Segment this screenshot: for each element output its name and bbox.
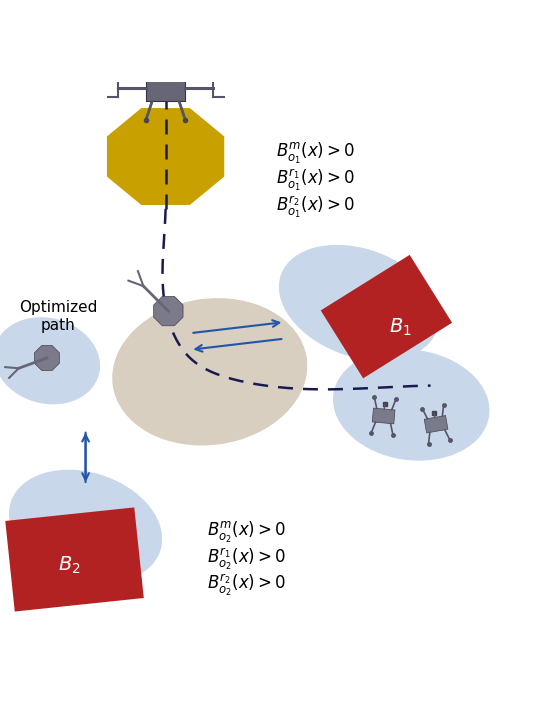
Polygon shape [107, 108, 224, 205]
Text: $B_{o_1}^{r_2}(x) > 0$: $B_{o_1}^{r_2}(x) > 0$ [276, 194, 355, 220]
Polygon shape [34, 346, 60, 370]
Polygon shape [372, 408, 395, 424]
Ellipse shape [0, 317, 100, 405]
Text: Optimized
path: Optimized path [19, 301, 97, 333]
Polygon shape [321, 255, 452, 378]
Ellipse shape [279, 245, 439, 361]
Ellipse shape [9, 470, 162, 583]
Text: $B_{o_1}^{r_1}(x) > 0$: $B_{o_1}^{r_1}(x) > 0$ [276, 168, 355, 193]
Ellipse shape [112, 298, 307, 445]
Polygon shape [153, 296, 183, 326]
Polygon shape [156, 43, 175, 55]
Text: $B_{o_2}^{r_2}(x) > 0$: $B_{o_2}^{r_2}(x) > 0$ [207, 573, 286, 599]
Text: $B_{o_1}^{m}(x) > 0$: $B_{o_1}^{m}(x) > 0$ [276, 141, 355, 166]
Text: $B_2$: $B_2$ [58, 554, 80, 576]
Polygon shape [6, 508, 144, 611]
Ellipse shape [333, 349, 490, 460]
Text: $B_1$: $B_1$ [389, 317, 412, 338]
Text: $B_{o_2}^{m}(x) > 0$: $B_{o_2}^{m}(x) > 0$ [207, 520, 286, 545]
Polygon shape [424, 415, 448, 433]
Polygon shape [146, 74, 185, 102]
Text: $B_{o_2}^{r_1}(x) > 0$: $B_{o_2}^{r_1}(x) > 0$ [207, 546, 286, 572]
